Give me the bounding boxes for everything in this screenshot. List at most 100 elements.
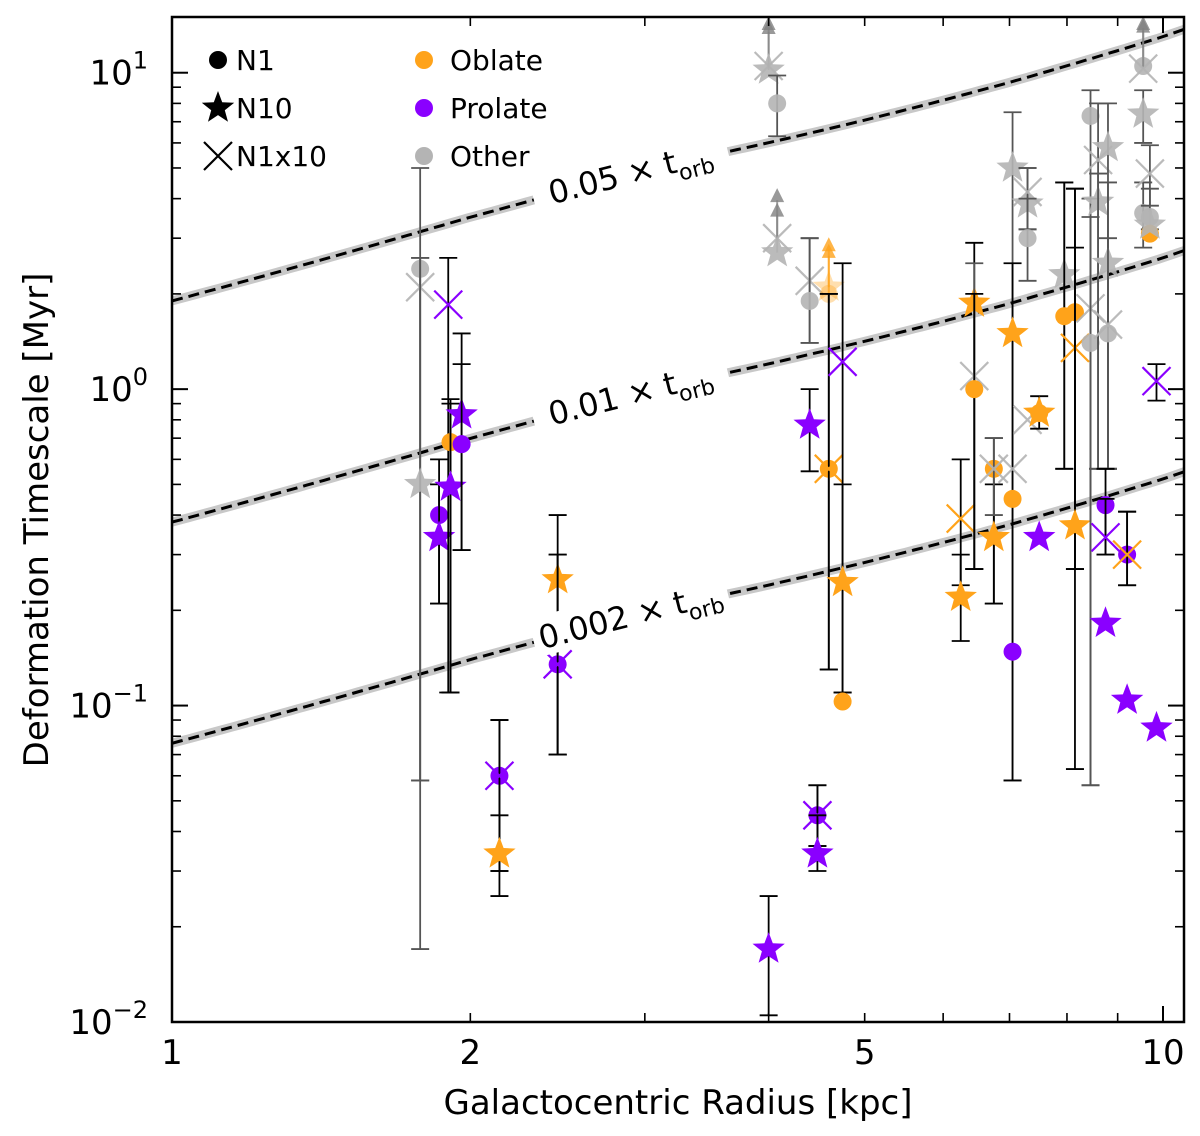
legend-oblate-label: Oblate: [450, 44, 543, 77]
reference-line-label-factor: 0.05 × t: [544, 143, 680, 212]
data-point-68: [1093, 309, 1123, 340]
y-tick-label: 10−1: [69, 680, 148, 727]
data-point-53: [1023, 396, 1056, 427]
data-point-56: [1055, 181, 1074, 470]
star-marker: [1127, 97, 1160, 128]
legend-prolate-swatch: [415, 99, 433, 117]
cross-marker: [542, 649, 573, 680]
circle-marker: [833, 692, 852, 711]
reference-line-label-0: 0.05 × torb: [527, 126, 732, 216]
star-marker: [1110, 683, 1144, 714]
cross-marker: [1141, 366, 1172, 396]
legend-circle-label: N1: [236, 44, 275, 77]
star-marker: [1023, 520, 1056, 552]
data-point-36: [944, 553, 977, 642]
star-marker: [977, 520, 1010, 552]
legend-other-label: Other: [450, 140, 530, 173]
data-point-27: [801, 814, 834, 872]
y-tick-exponent: −1: [113, 680, 148, 708]
legend-star-symbol: [201, 91, 235, 122]
star-marker: [752, 932, 785, 963]
star-marker: [1089, 606, 1122, 637]
data-point-17: [752, 19, 785, 84]
cross-marker: [1128, 53, 1158, 84]
data-point-47: [1003, 642, 1022, 661]
plot-frame: [170, 15, 1186, 1024]
star-marker: [826, 565, 859, 597]
circle-marker: [768, 94, 787, 113]
star-marker: [1091, 130, 1125, 162]
x-tick-label: 5: [854, 1033, 876, 1073]
data-point-46: [1003, 489, 1022, 508]
data-point-84: [1140, 710, 1173, 742]
cross-marker: [433, 289, 464, 320]
cross-marker: [1012, 177, 1043, 207]
circle-marker: [965, 380, 984, 399]
y-tick-exponent: 0: [133, 363, 148, 391]
legend-prolate-label: Prolate: [450, 92, 548, 125]
cross-marker: [1090, 522, 1121, 553]
data-point-83: [1141, 363, 1172, 402]
reference-line-0: [172, 27, 1184, 303]
data-point-21: [761, 202, 794, 267]
data-point-31: [814, 292, 844, 671]
data-point-18: [752, 895, 785, 1017]
star-marker: [404, 467, 437, 499]
circle-marker: [452, 435, 471, 454]
cross-marker: [1135, 158, 1165, 189]
star-marker: [483, 836, 516, 868]
circle-marker: [1003, 642, 1022, 661]
y-tick-base: 10: [89, 54, 132, 94]
cross-marker: [1112, 539, 1142, 570]
circle-marker: [1003, 489, 1022, 508]
star-marker: [793, 408, 826, 439]
data-points: [404, 17, 1173, 1017]
data-point-9: [452, 363, 471, 551]
lower-limit-arrow-head: [821, 243, 836, 258]
lower-limit-arrow-head: [1136, 18, 1151, 33]
legend: N1 N10 N1x10 Oblate Prolate Other: [201, 44, 548, 173]
y-tick-label: 10−2: [69, 996, 148, 1043]
y-tick-base: 10: [89, 370, 132, 410]
legend-star-label: N10: [236, 92, 293, 125]
star-marker: [1133, 208, 1167, 239]
reference-line-label-factor: 0.01 × t: [544, 364, 680, 433]
legend-other-swatch: [415, 147, 433, 165]
x-tick-label: 1: [161, 1033, 183, 1073]
y-tick-base: 10: [69, 1003, 112, 1043]
y-tick-exponent: −2: [113, 996, 148, 1024]
star-marker: [996, 316, 1029, 348]
cross-marker: [827, 347, 858, 377]
y-tick-label: 101: [89, 47, 148, 94]
star-marker: [944, 580, 977, 611]
star-marker: [996, 151, 1029, 182]
star-marker: [1023, 396, 1056, 427]
data-point-12: [483, 814, 516, 897]
data-point-39: [965, 292, 984, 570]
circle-marker: [1098, 324, 1117, 343]
data-point-50: [1018, 197, 1037, 282]
legend-circle-symbol: [209, 51, 227, 69]
star-marker: [761, 235, 794, 267]
circle-marker: [1018, 229, 1037, 248]
data-point-2: [404, 256, 437, 782]
data-point-44: [996, 262, 1029, 782]
reference-line-label-bg: [527, 126, 732, 216]
data-point-70: [1090, 497, 1121, 556]
legend-cross-symbol: [203, 141, 233, 171]
star-marker: [752, 53, 785, 84]
data-point-24: [793, 388, 826, 473]
legend-oblate-swatch: [415, 51, 433, 69]
lower-limit-arrow-head: [770, 202, 785, 217]
reference-line-1: [172, 249, 1184, 524]
data-point-74: [1110, 683, 1144, 714]
data-point-77: [1127, 89, 1160, 144]
reference-line-label-bg: [527, 569, 732, 658]
data-point-15: [542, 553, 573, 756]
cross-marker: [1093, 309, 1123, 340]
x-tick-label: 10: [1141, 1033, 1184, 1073]
y-tick-exponent: 1: [133, 47, 148, 75]
data-point-23: [800, 237, 819, 344]
data-point-71: [1089, 606, 1122, 637]
